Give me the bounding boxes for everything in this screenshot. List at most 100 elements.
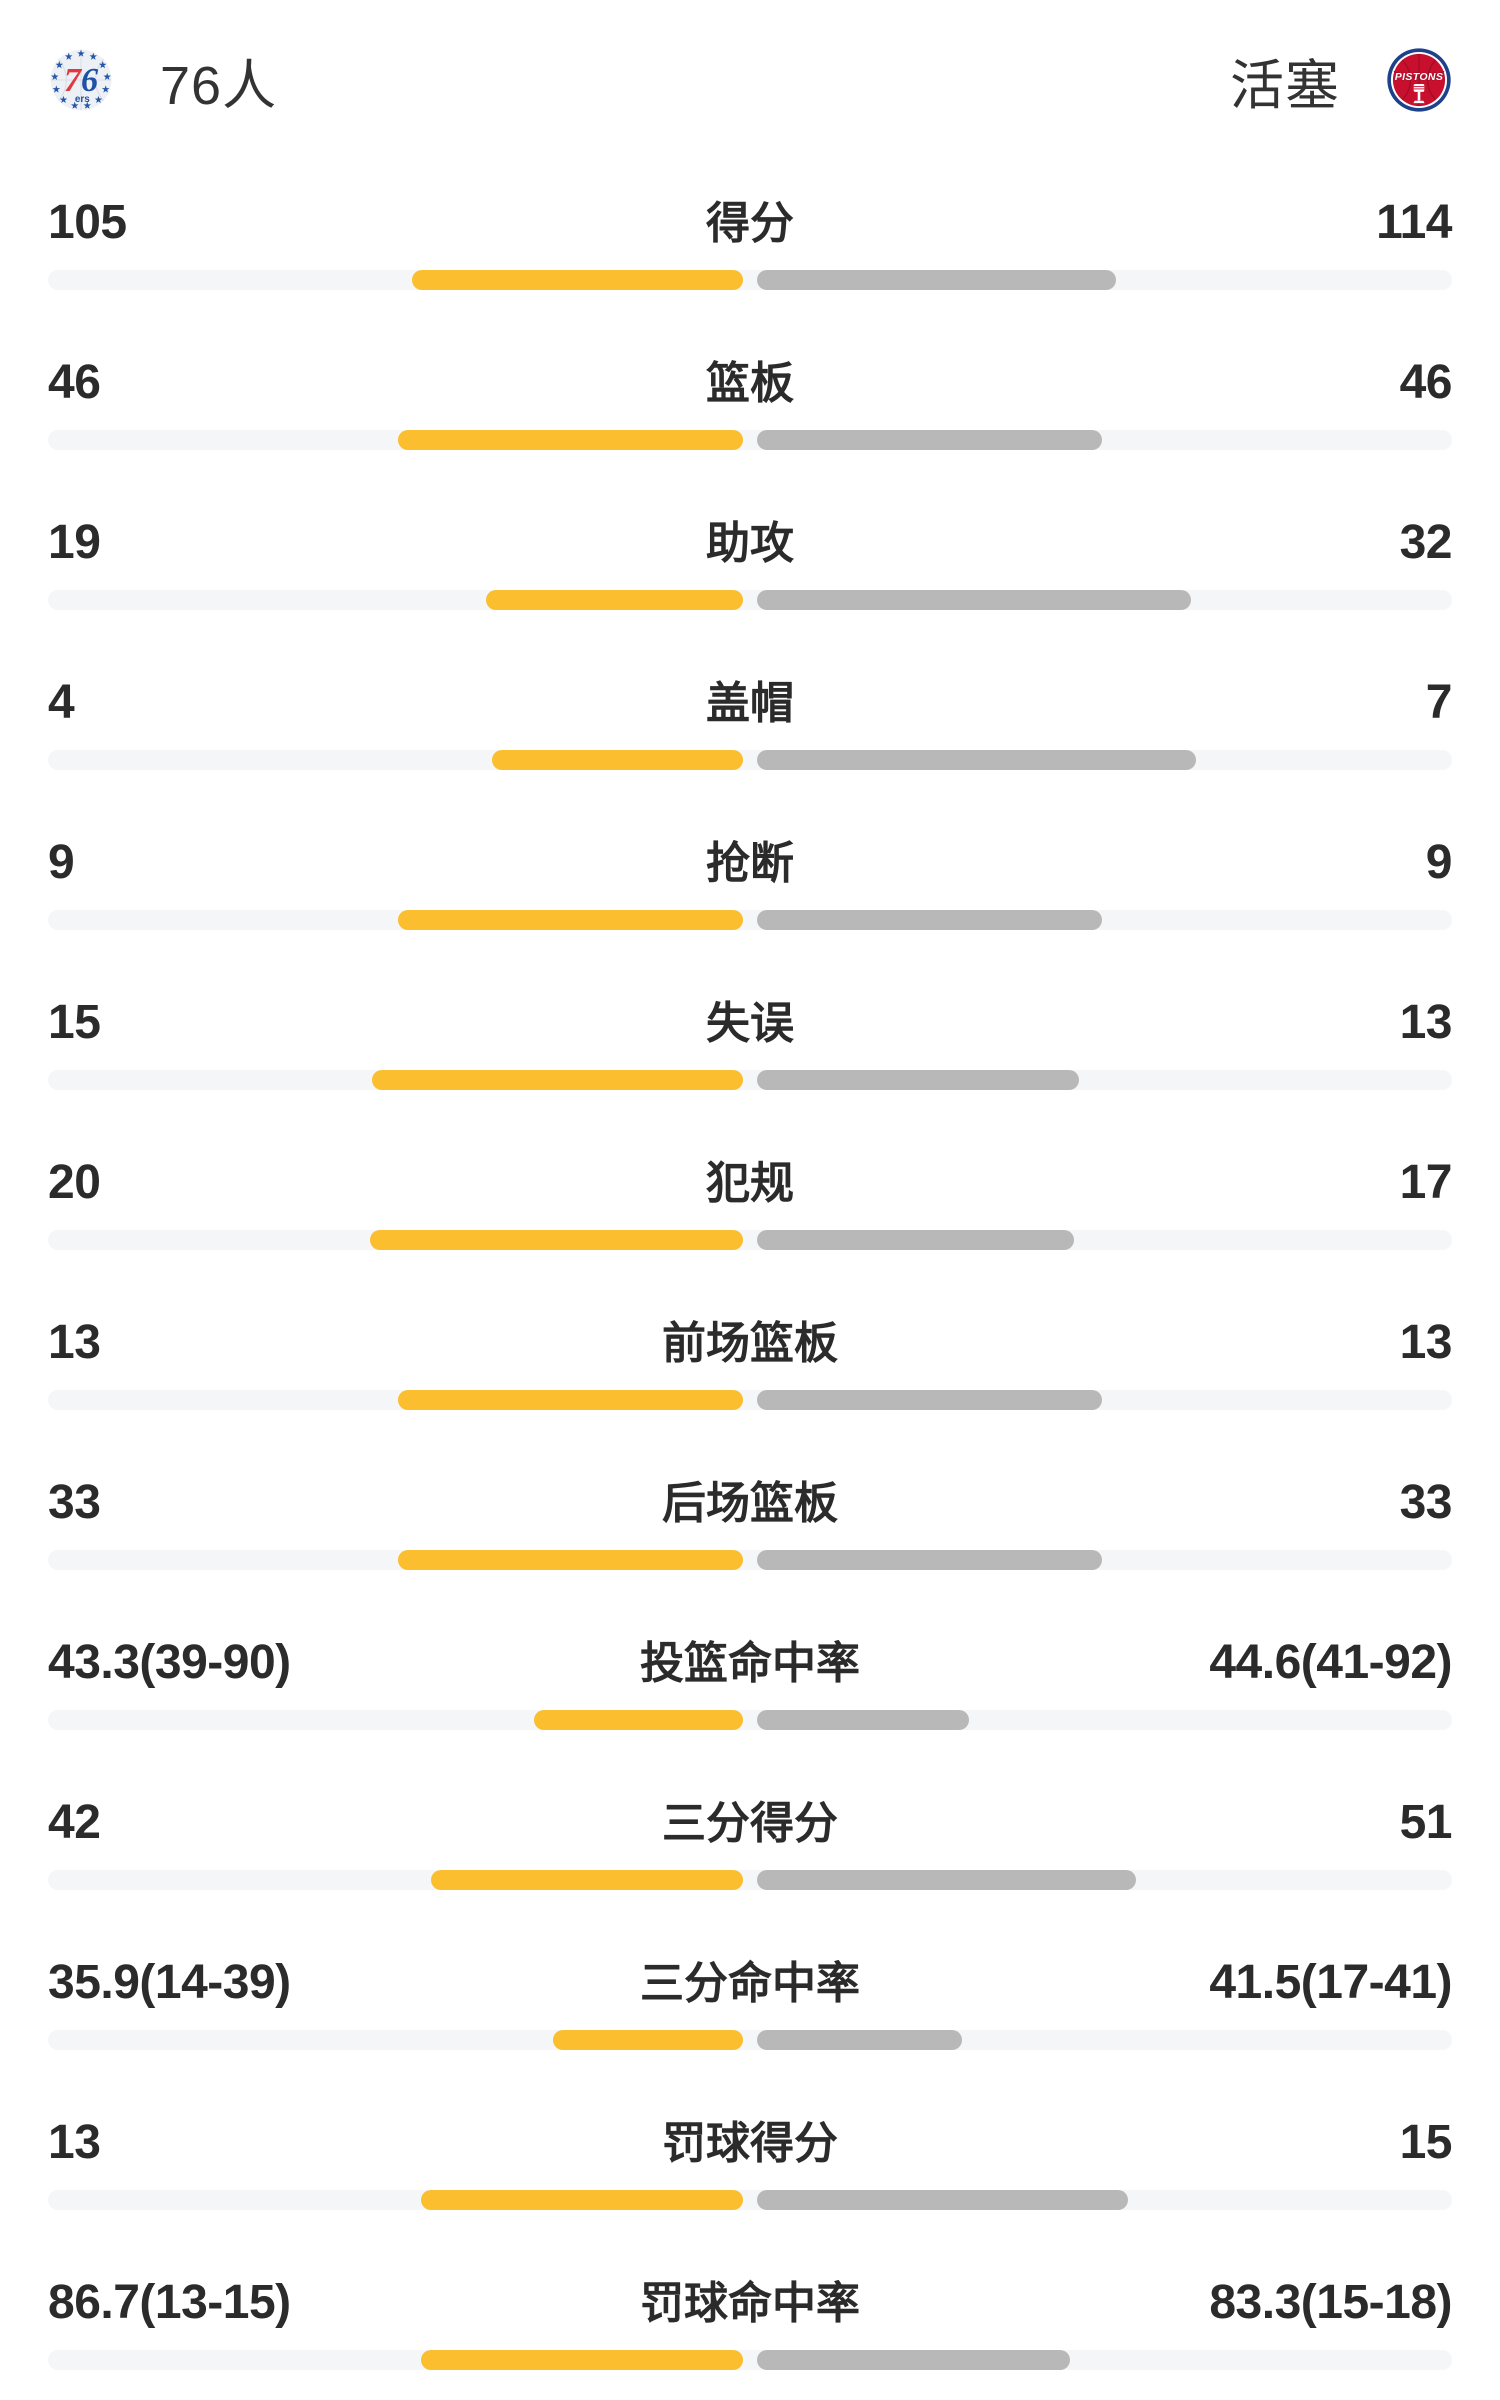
left-team-bar: [421, 2190, 743, 2210]
right-team-value: 46: [1399, 356, 1453, 409]
stat-row: 19 助攻 32: [0, 480, 1500, 640]
left-team-bar: [533, 1710, 743, 1730]
right-team-bar: [757, 430, 1103, 450]
right-team-bar: [757, 1710, 969, 1730]
stat-bar-track: [48, 1870, 1452, 1890]
left-team-value: 42: [48, 1796, 101, 1849]
left-team-bar: [397, 430, 743, 450]
stat-bar-track: [48, 750, 1452, 770]
right-team-value: 114: [1376, 196, 1452, 249]
stat-bar-track: [48, 1550, 1452, 1570]
right-team-value: 17: [1399, 1156, 1453, 1209]
stat-row: 13 前场篮板 13: [0, 1280, 1500, 1440]
left-team-value: 9: [48, 836, 75, 889]
stat-bar-track: [48, 270, 1452, 290]
stat-bar-track: [48, 1230, 1452, 1250]
right-team-value: 9: [1425, 836, 1453, 889]
stat-label: 投篮命中率: [640, 1639, 860, 1688]
stat-bar-track: [48, 590, 1452, 610]
stat-label: 三分命中率: [640, 1959, 860, 2008]
left-team-bar: [553, 2030, 743, 2050]
svg-text:PISTONS: PISTONS: [1395, 71, 1443, 83]
right-team-bar: [757, 1070, 1079, 1090]
right-team-bar: [757, 2190, 1128, 2210]
stat-row-text: 4 盖帽 7: [48, 640, 1453, 729]
stat-row: 42 三分得分 51: [0, 1760, 1500, 1920]
stat-label: 盖帽: [706, 679, 794, 728]
left-team-value: 13: [48, 2116, 101, 2169]
stat-bar-track: [48, 2190, 1452, 2210]
right-team-value: 13: [1399, 1316, 1453, 1369]
piston-glyph: [1413, 83, 1425, 104]
right-team-bar: [757, 910, 1103, 930]
right-team-value: 41.5(17-41): [1209, 1956, 1452, 2009]
left-team-bar: [431, 1870, 743, 1890]
stat-row-text: 13 罚球得分 15: [48, 2080, 1453, 2169]
left-team-value: 35.9(14-39): [48, 1956, 291, 2009]
stat-row: 46 篮板 46: [0, 320, 1500, 480]
stat-label: 抢断: [706, 839, 794, 888]
team-left[interactable]: 76 ers 76人: [48, 41, 277, 120]
stat-label: 罚球得分: [662, 2119, 838, 2168]
left-team-bar: [421, 2350, 743, 2370]
stat-row-text: 105 得分 114: [48, 160, 1452, 249]
right-team-bar: [757, 1550, 1103, 1570]
left-team-value: 15: [48, 996, 101, 1049]
left-team-value: 13: [48, 1316, 101, 1369]
right-team-value: 33: [1399, 1476, 1453, 1529]
pistons-logo-icon: PISTONS: [1387, 48, 1451, 112]
stat-row-text: 33 后场篮板 33: [48, 1440, 1453, 1529]
right-team-bar: [757, 1390, 1103, 1410]
left-team-bar: [486, 590, 743, 610]
left-team-bar: [397, 910, 743, 930]
stat-row-text: 13 前场篮板 13: [48, 1280, 1453, 1369]
right-team-value: 32: [1399, 516, 1453, 569]
left-team-bar: [397, 1550, 743, 1570]
stat-row-text: 42 三分得分 51: [48, 1760, 1453, 1849]
right-team-bar: [757, 270, 1117, 290]
left-team-value: 105: [48, 196, 127, 249]
stat-row: 9 抢断 9: [0, 800, 1500, 960]
left-team-bar: [491, 750, 743, 770]
stat-row-text: 46 篮板 46: [48, 320, 1453, 409]
right-team-bar: [757, 590, 1191, 610]
team-right[interactable]: 活塞 PISTONS: [1230, 41, 1452, 120]
right-team-value: 44.6(41-92): [1209, 1636, 1452, 1689]
team-right-name: 活塞: [1230, 55, 1340, 116]
left-team-bar: [411, 270, 743, 290]
left-team-bar: [369, 1230, 743, 1250]
stat-label: 三分得分: [662, 1799, 838, 1848]
left-team-value: 46: [48, 356, 101, 409]
left-team-value: 86.7(13-15): [48, 2276, 291, 2329]
stat-row: 35.9(14-39) 三分命中率 41.5(17-41): [0, 1920, 1500, 2080]
stat-row-text: 86.7(13-15) 罚球命中率 83.3(15-18): [48, 2240, 1452, 2329]
right-team-bar: [757, 750, 1197, 770]
team-left-name: 76人: [160, 55, 278, 116]
stat-bar-track: [48, 1710, 1452, 1730]
stat-row-text: 19 助攻 32: [48, 480, 1453, 569]
right-team-value: 51: [1399, 1796, 1453, 1849]
right-team-bar: [757, 1870, 1137, 1890]
stat-label: 前场篮板: [662, 1319, 838, 1368]
left-team-value: 33: [48, 1476, 101, 1529]
right-team-value: 13: [1399, 996, 1453, 1049]
right-team-value: 7: [1425, 676, 1453, 729]
stat-label: 助攻: [706, 519, 794, 568]
stat-label: 后场篮板: [662, 1479, 838, 1528]
stat-row: 86.7(13-15) 罚球命中率 83.3(15-18): [0, 2240, 1500, 2400]
stat-label: 篮板: [706, 359, 794, 408]
right-team-bar: [757, 2350, 1071, 2370]
left-team-bar: [372, 1070, 743, 1090]
stat-row: 33 后场篮板 33: [0, 1440, 1500, 1600]
left-team-value: 4: [48, 676, 75, 729]
left-team-value: 20: [48, 1156, 101, 1209]
stat-row: 13 罚球得分 15: [0, 2080, 1500, 2240]
stat-label: 犯规: [706, 1159, 794, 1208]
right-team-bar: [757, 2030, 962, 2050]
stat-row-text: 20 犯规 17: [48, 1120, 1453, 1209]
stat-row-text: 15 失误 13: [48, 960, 1453, 1049]
stat-row: 4 盖帽 7: [0, 640, 1500, 800]
stat-row-text: 9 抢断 9: [48, 800, 1453, 889]
stat-label: 得分: [706, 199, 794, 248]
stat-row: 105 得分 114: [0, 160, 1500, 320]
